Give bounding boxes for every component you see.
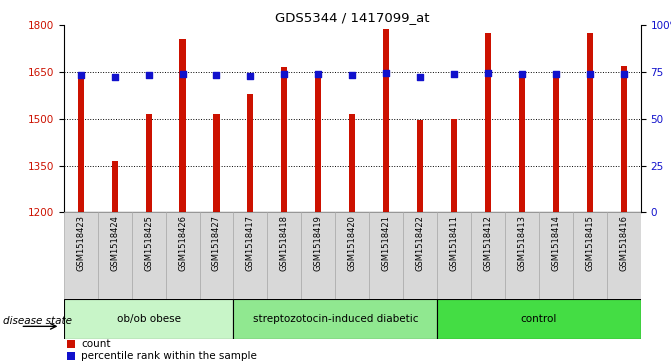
Bar — [539, 212, 573, 299]
Bar — [437, 212, 471, 299]
Point — [279, 72, 290, 77]
Point — [381, 70, 392, 76]
Bar — [98, 212, 132, 299]
Bar — [485, 33, 491, 212]
Bar — [180, 40, 186, 212]
Bar — [146, 114, 152, 212]
Bar — [315, 72, 321, 212]
Point — [482, 70, 493, 76]
Bar — [78, 72, 84, 212]
Text: GSM1518411: GSM1518411 — [450, 215, 458, 271]
Bar — [417, 121, 423, 212]
Bar — [166, 212, 199, 299]
Text: count: count — [81, 339, 111, 350]
Point — [177, 71, 188, 77]
Text: GSM1518414: GSM1518414 — [552, 215, 560, 271]
Bar — [213, 114, 219, 212]
Bar — [553, 72, 559, 212]
Point — [619, 71, 629, 77]
Text: GSM1518424: GSM1518424 — [110, 215, 119, 271]
Bar — [234, 299, 437, 339]
Text: GSM1518415: GSM1518415 — [585, 215, 595, 271]
Bar — [505, 212, 539, 299]
Text: control: control — [521, 314, 557, 325]
Bar — [451, 119, 457, 212]
Text: GSM1518427: GSM1518427 — [212, 215, 221, 271]
Bar — [64, 299, 234, 339]
Text: GSM1518423: GSM1518423 — [76, 215, 85, 271]
Text: percentile rank within the sample: percentile rank within the sample — [81, 351, 257, 362]
Bar — [336, 212, 369, 299]
Point — [517, 72, 527, 77]
Bar — [64, 212, 98, 299]
Bar — [383, 29, 389, 212]
Bar — [66, 352, 75, 360]
Bar — [369, 212, 403, 299]
Bar — [621, 66, 627, 212]
Point — [584, 71, 595, 77]
Text: GSM1518420: GSM1518420 — [348, 215, 357, 271]
Title: GDS5344 / 1417099_at: GDS5344 / 1417099_at — [275, 11, 429, 24]
Bar — [587, 33, 593, 212]
Text: GSM1518416: GSM1518416 — [619, 215, 628, 271]
Bar — [471, 212, 505, 299]
Point — [347, 72, 358, 78]
Bar — [437, 299, 641, 339]
Bar — [573, 212, 607, 299]
Text: GSM1518425: GSM1518425 — [144, 215, 153, 271]
Point — [75, 72, 86, 78]
Bar — [199, 212, 234, 299]
Bar — [281, 68, 287, 212]
Bar — [111, 161, 117, 212]
Text: GSM1518422: GSM1518422 — [415, 215, 425, 271]
Text: GSM1518413: GSM1518413 — [517, 215, 527, 271]
Text: GSM1518419: GSM1518419 — [314, 215, 323, 271]
Text: disease state: disease state — [3, 316, 72, 326]
Point — [551, 72, 562, 77]
Bar — [301, 212, 336, 299]
Bar — [349, 114, 356, 212]
Text: ob/ob obese: ob/ob obese — [117, 314, 180, 325]
Point — [245, 73, 256, 79]
Bar — [248, 94, 254, 212]
Point — [449, 72, 460, 77]
Point — [415, 74, 425, 80]
Bar — [66, 340, 75, 348]
Bar — [268, 212, 301, 299]
Text: GSM1518412: GSM1518412 — [484, 215, 493, 271]
Bar — [607, 212, 641, 299]
Point — [109, 74, 120, 80]
Bar — [519, 72, 525, 212]
Text: GSM1518417: GSM1518417 — [246, 215, 255, 271]
Bar — [403, 212, 437, 299]
Text: GSM1518426: GSM1518426 — [178, 215, 187, 271]
Text: GSM1518421: GSM1518421 — [382, 215, 391, 271]
Point — [211, 72, 222, 78]
Point — [143, 72, 154, 78]
Text: GSM1518418: GSM1518418 — [280, 215, 289, 271]
Text: streptozotocin-induced diabetic: streptozotocin-induced diabetic — [252, 314, 418, 325]
Point — [313, 71, 323, 77]
Bar — [132, 212, 166, 299]
Bar — [234, 212, 268, 299]
